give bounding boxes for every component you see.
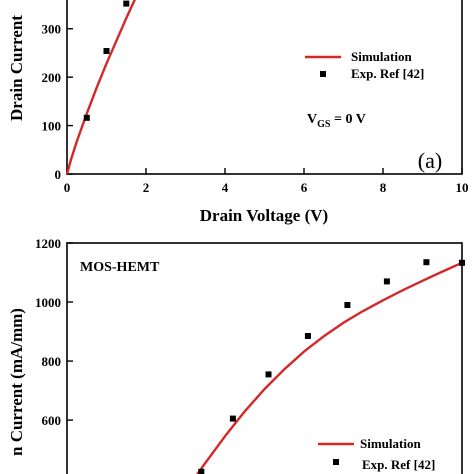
panel-b-legend-exp-label: Exp. Ref [42] [362, 457, 435, 472]
panel-a-exp-point [123, 0, 130, 7]
panel-b-ylabel: n Current (mA/mm) [7, 308, 26, 456]
panel-a-exp-point [103, 48, 110, 54]
panel-b-ytick-label: 1000 [35, 295, 61, 310]
panel-b-exp-point [229, 415, 236, 422]
panel-b-ytick-label: 1200 [35, 236, 61, 251]
panel-a-xtick-label: 8 [380, 180, 387, 195]
panel-a-legend-sim-label: Simulation [351, 49, 412, 64]
panel-b-exp-point [198, 468, 205, 474]
panel-b-exp-point [459, 259, 465, 266]
panel-a-ticks: 0 100 200 300 0 2 4 6 8 10 [42, 22, 469, 195]
panel-b-simulation-line [195, 261, 463, 474]
panel-b-ytick-label: 400 [42, 472, 62, 474]
panel-b-exp-point [265, 371, 272, 378]
panel-a-xlabel: Drain Voltage (V) [200, 206, 328, 225]
panel-a-exp-point [83, 114, 90, 121]
panel-b: 400 600 800 1000 1200 n Current (mA/mm) MOS-… [7, 236, 465, 474]
panel-a: 0 100 200 300 0 2 4 6 8 10 Drain Current Drain Vo… [7, 0, 469, 225]
panel-a-xtick-label: 0 [64, 180, 71, 195]
panel-b-ytick-label: 600 [42, 413, 62, 428]
panel-a-ytick-label: 300 [42, 22, 62, 37]
panel-a-xtick-label: 4 [222, 180, 229, 195]
panel-b-series [195, 259, 465, 474]
panel-a-annotation: VGS = 0 V [307, 112, 366, 130]
panel-a-frame [66, 0, 463, 175]
panel-b-ytick-label: 800 [42, 354, 62, 369]
panel-a-ytick-label: 200 [42, 70, 62, 85]
panel-b-ticks: 400 600 800 1000 1200 [35, 236, 73, 474]
panel-a-label: (a) [418, 148, 442, 173]
panel-b-title: MOS-HEMT [80, 260, 160, 275]
panel-a-legend-exp-swatch [320, 71, 326, 77]
panel-a-ytick-label: 0 [55, 167, 62, 182]
panel-a-xtick-label: 10 [456, 180, 469, 195]
panel-b-exp-point [344, 302, 351, 308]
panel-a-series [65, 0, 136, 175]
panel-a-legend-exp-label: Exp. Ref [42] [351, 66, 424, 81]
panel-a-ytick-label: 100 [42, 119, 62, 134]
panel-b-exp-point [383, 278, 390, 285]
panel-a-ylabel: Drain Current [7, 15, 26, 121]
panel-a-simulation-line [65, 0, 136, 175]
panel-b-legend-exp-swatch [333, 459, 339, 465]
panel-b-legend-sim-label: Simulation [360, 436, 421, 451]
panel-a-xtick-label: 2 [143, 180, 150, 195]
panel-b-exp-point [423, 259, 430, 266]
panel-b-exp-point [304, 333, 311, 339]
panel-a-xtick-label: 6 [301, 180, 308, 195]
panel-b-frame [66, 242, 463, 474]
